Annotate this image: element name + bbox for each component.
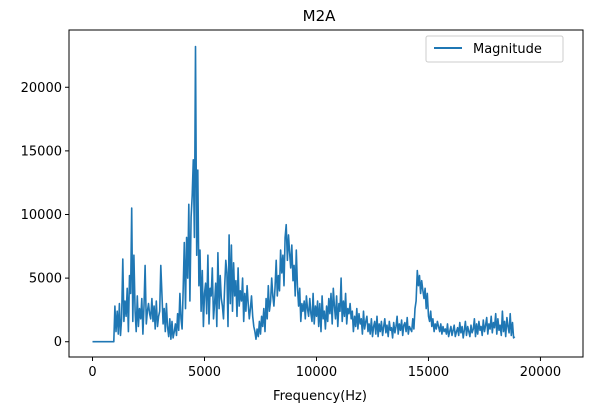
series-line-magnitude [92, 45, 516, 343]
x-tick-label: 0 [88, 365, 96, 380]
legend-label-magnitude: Magnitude [473, 42, 542, 57]
chart-title: M2A [303, 7, 336, 25]
y-tick-label: 15000 [21, 144, 62, 159]
y-tick-label: 5000 [29, 272, 62, 287]
x-tick-label: 10000 [296, 365, 337, 380]
legend-box [425, 35, 564, 63]
x-axis-label: Frequency(Hz) [273, 389, 367, 404]
series-layer [92, 45, 516, 343]
plot-area [68, 29, 584, 358]
legend: Magnitude [425, 35, 564, 63]
y-tick-label: 0 [54, 335, 62, 350]
y-tick-label: 10000 [21, 208, 62, 223]
x-tick-label: 15000 [408, 365, 449, 380]
y-tick-label: 20000 [21, 81, 62, 96]
axis-ticks: 0 5000 10000 15000 20000 0 5000 10000 15000 20000 [21, 81, 561, 380]
x-tick-label: 20000 [520, 365, 561, 380]
x-tick-label: 5000 [188, 365, 221, 380]
